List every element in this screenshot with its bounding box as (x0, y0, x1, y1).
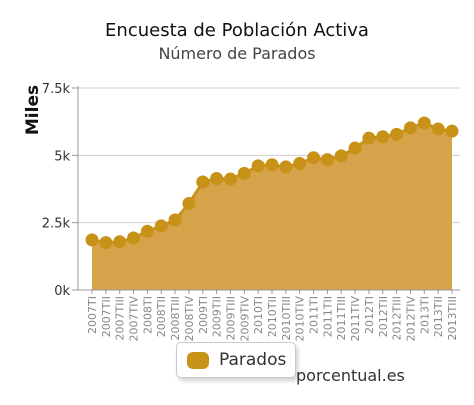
x-tick-label: 2013TIII (446, 296, 459, 340)
x-tick-label: 2009TIV (238, 296, 251, 342)
data-point (196, 175, 210, 189)
data-point (223, 172, 237, 186)
data-point (113, 235, 127, 249)
data-point (390, 127, 404, 141)
x-tick-label: 2008TII (155, 296, 168, 337)
axes: 0k 2.5k 5k 7.5k 2007TI 2007TII 2007TIII 2007TIV… (42, 82, 460, 341)
series-area (91, 121, 453, 290)
data-point (99, 236, 113, 250)
x-tick-label: 2010TII (266, 296, 279, 337)
x-tick-label: 2011TIV (349, 296, 362, 342)
data-point (334, 149, 348, 163)
x-tick-label: 2008TIII (169, 296, 182, 340)
legend-label-parados: Parados (219, 350, 287, 370)
x-tick-label: 2012TI (363, 296, 376, 334)
x-tick-label: 2012TIII (391, 296, 404, 340)
data-point (182, 197, 196, 211)
x-tick-label: 2008TIV (183, 296, 196, 342)
series-markers (85, 116, 459, 250)
data-point (265, 158, 279, 172)
data-point (403, 121, 417, 135)
data-point (307, 151, 321, 165)
data-point (210, 171, 224, 185)
area-fill (92, 123, 452, 290)
x-tick-label: 2007TII (100, 296, 113, 337)
data-point (140, 224, 154, 238)
y-tick-label: 5k (54, 149, 70, 164)
x-tick-label: 2010TIV (294, 296, 307, 342)
data-point (293, 156, 307, 170)
x-tick-label: 2010TIII (280, 296, 293, 340)
data-point (348, 141, 362, 155)
x-tick-label: 2012TII (377, 296, 390, 337)
credit-text: porcentual.es (296, 366, 405, 385)
data-point (376, 130, 390, 144)
data-point (431, 122, 445, 136)
x-tick-label: 2009TIII (224, 296, 237, 340)
x-tick-label: 2012TIV (404, 296, 417, 342)
x-tick-label: 2013TI (418, 296, 431, 334)
x-tick-label: 2007TIV (128, 296, 141, 342)
data-point (279, 160, 293, 174)
x-tick-label: 2008TI (141, 296, 154, 334)
y-tick-label: 2.5k (42, 217, 71, 232)
chart-title: Encuesta de Población Activa (105, 20, 369, 41)
data-point (251, 159, 265, 173)
data-point (85, 233, 99, 247)
x-tick-label: 2010TI (252, 296, 265, 334)
data-point (168, 213, 182, 227)
x-tick-label: 2011TIII (335, 296, 348, 340)
x-tick-label: 2011TII (321, 296, 334, 337)
data-point (127, 231, 141, 245)
y-tick-label: 0k (54, 284, 70, 299)
x-tick-label: 2009TI (197, 296, 210, 334)
legend-swatch (187, 351, 209, 369)
y-axis-label: Miles (23, 85, 43, 135)
data-point (417, 116, 431, 130)
x-tick-label: 2007TI (86, 296, 99, 334)
x-tick-label: 2011TI (308, 296, 321, 334)
data-point (445, 124, 459, 138)
y-tick-label: 7.5k (42, 82, 71, 97)
x-tick-label: 2013TII (432, 296, 445, 337)
data-point (237, 166, 251, 180)
x-tick-label: 2009TII (211, 296, 224, 337)
data-point (154, 219, 168, 233)
legend[interactable]: Parados (176, 342, 296, 378)
data-point (362, 131, 376, 145)
chart-subtitle: Número de Parados (158, 44, 316, 63)
x-tick-label: 2007TIII (114, 296, 127, 340)
data-point (320, 153, 334, 167)
